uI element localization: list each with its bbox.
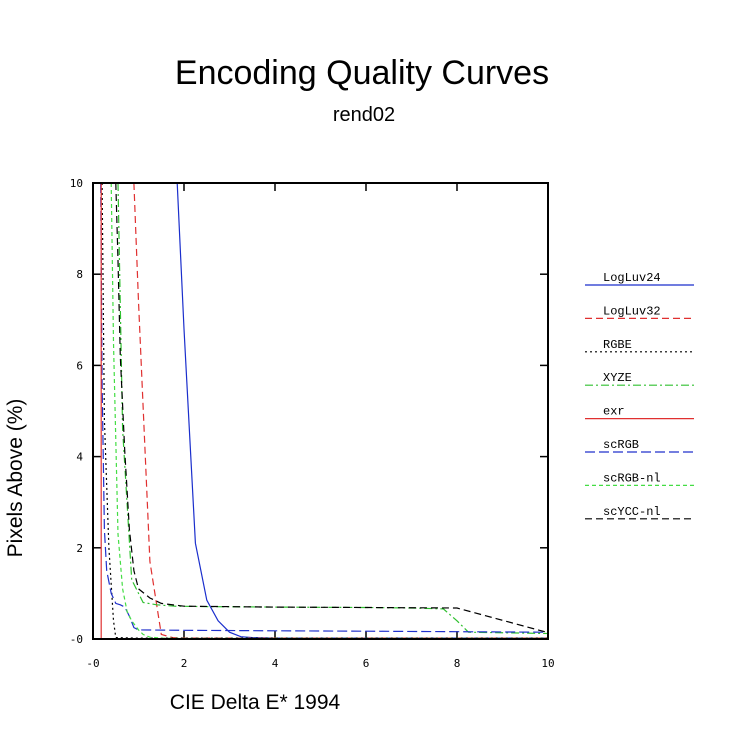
legend-label: LogLuv32: [603, 304, 661, 318]
y-tick-label: 2: [76, 542, 83, 555]
series-line-scrgb-nl: [110, 182, 548, 640]
series-line-logluv32: [133, 182, 548, 639]
legend-label: exr: [603, 405, 625, 419]
legend-label: LogLuv24: [603, 271, 661, 285]
y-tick-label: 6: [76, 359, 83, 372]
chart-subtitle: rend02: [333, 104, 395, 126]
series-line-scrgb: [100, 182, 549, 633]
chart-title: Encoding Quality Curves: [175, 54, 549, 92]
legend-label: RGBE: [603, 338, 632, 352]
plot-frame: [92, 182, 549, 640]
series-line-rgbe: [101, 182, 548, 639]
legend-label: scYCC-nl: [603, 505, 661, 519]
y-tick-label: 8: [76, 268, 83, 281]
legend-label: scRGB: [603, 438, 639, 452]
series-line-logluv24: [176, 182, 548, 639]
series-line-scycc-nl: [115, 182, 549, 634]
series-line-xyze: [117, 182, 549, 635]
x-tick-label: -0: [86, 657, 99, 670]
series-layer: [100, 182, 549, 640]
y-axis-label: Pixels Above (%): [4, 399, 27, 558]
x-tick-label: 10: [541, 657, 554, 670]
legend-label: XYZE: [603, 371, 632, 385]
y-tick-label: 10: [70, 177, 83, 190]
axis-ticks: -0 2 4 6 8 10 -0 2 4 6 8 10: [70, 177, 555, 670]
x-axis-label: CIE Delta E* 1994: [170, 691, 341, 714]
y-tick-label: -0: [70, 633, 83, 646]
x-tick-label: 2: [181, 657, 188, 670]
x-tick-label: 4: [272, 657, 279, 670]
x-tick-label: 6: [363, 657, 370, 670]
y-tick-label: 4: [76, 451, 83, 464]
x-tick-label: 8: [454, 657, 461, 670]
legend: LogLuv24 LogLuv32 RGBE XYZE exr scRGB scRGB-nl…: [585, 271, 694, 520]
legend-label: scRGB-nl: [603, 471, 661, 485]
